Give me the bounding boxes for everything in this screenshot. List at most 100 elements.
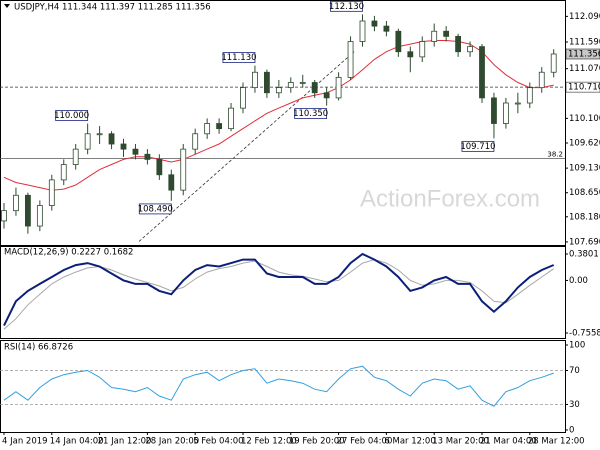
y-tick-label: 111.590: [569, 38, 600, 48]
candle-body: [323, 92, 330, 99]
candle-body: [550, 53, 557, 73]
candle-body: [204, 123, 211, 135]
candle-body: [108, 133, 115, 145]
annotation-box: [55, 110, 89, 121]
annotation-label: 108.490: [138, 204, 173, 214]
rsi-title: RSI(14) 66.8726: [4, 343, 73, 353]
candle-body: [192, 133, 199, 150]
candle-body: [347, 41, 354, 78]
candle-body: [526, 87, 533, 104]
x-tick-label: 19 Feb 20:00: [289, 437, 345, 447]
candle-body: [120, 143, 127, 150]
candle-body: [228, 107, 234, 130]
indicator-line: [3, 259, 554, 330]
y-tick-label: 112.090: [569, 12, 600, 22]
price-label-box: [565, 81, 600, 93]
candle-body: [299, 82, 306, 84]
x-tick-label: 28 Mar 12:00: [528, 437, 585, 447]
x-tick-label: 4 Jan 2019: [2, 437, 48, 447]
x-tick-label: 12 Feb 12:00: [241, 437, 297, 447]
main-frame: [0, 0, 566, 246]
candle-body: [467, 46, 473, 53]
x-tick-label: 21 Mar 04:00: [480, 437, 537, 447]
candle-body: [72, 148, 79, 165]
moving-average: [3, 40, 554, 191]
candle-body: [168, 174, 175, 191]
candle-body: [538, 71, 545, 89]
candle-body: [431, 30, 438, 42]
candle-body: [455, 35, 462, 53]
chart-title: USDJPY,H4 111.344 111.397 111.285 111.35…: [14, 3, 211, 13]
trendline: [138, 51, 355, 242]
annotation-box: [461, 140, 495, 152]
indicator-line: [3, 365, 554, 407]
annotation-label: 109.710: [460, 142, 495, 152]
candle-body: [60, 164, 67, 181]
x-tick-label: 5 Feb 04:00: [193, 437, 243, 447]
x-tick-label: 27 Feb 04:00: [337, 437, 393, 447]
annotation-box: [222, 52, 256, 63]
candle-body: [371, 20, 378, 27]
candle-body: [156, 158, 163, 176]
candle-body: [287, 82, 294, 89]
y-tick-label: 30: [569, 400, 580, 410]
watermark: ActionForex.com: [360, 185, 540, 212]
y-tick-label: 108.180: [569, 212, 600, 222]
x-tick-label: 21 Jan 12:00: [98, 437, 152, 447]
candle-body: [24, 194, 31, 227]
y-tick-label: 70: [569, 366, 580, 376]
y-tick-label: 110.100: [569, 114, 600, 124]
candle-body: [479, 46, 485, 99]
candle-body: [1, 210, 7, 222]
x-tick-label: 28 Jan 20:00: [145, 437, 199, 447]
candle-body: [383, 25, 390, 32]
menu-icon: [4, 4, 10, 8]
candle-body: [311, 82, 318, 94]
price-label-box: [565, 48, 600, 60]
annotation-label: 112.130: [329, 2, 364, 12]
macd-title: MACD(12,26,9) 0.2227 0.1682: [4, 248, 133, 258]
candle-body: [359, 20, 366, 42]
rsi-frame: [0, 340, 566, 433]
y-tick-label: 109.620: [569, 138, 600, 148]
candle-body: [180, 148, 187, 191]
candle-body: [84, 133, 91, 150]
y-tick-label: 100: [569, 340, 585, 350]
y-tick-label: 108.650: [569, 188, 600, 198]
candle-body: [395, 30, 402, 53]
candle-body: [216, 123, 223, 130]
annotation-label: 111.130: [221, 53, 256, 63]
candle-body: [275, 87, 282, 94]
candle-body: [132, 148, 139, 155]
candle-body: [48, 179, 55, 206]
x-tick-label: 14 Jan 04:00: [50, 437, 104, 447]
annotation-label: 110.000: [54, 111, 89, 121]
y-tick-label: -0.7558: [569, 328, 600, 338]
y-tick-label: 111.070: [569, 64, 600, 74]
candle-body: [263, 71, 270, 94]
y-tick-label: 107.690: [569, 237, 600, 247]
candle-body: [96, 133, 103, 136]
annotation-box: [330, 0, 363, 12]
price-label: 111.356: [568, 50, 600, 60]
y-tick-label: 0.00: [569, 276, 588, 286]
candle-body: [13, 194, 19, 212]
candle-body: [144, 153, 151, 160]
y-tick-label: 0: [569, 425, 574, 435]
x-tick-label: 13 Mar 20:00: [432, 437, 489, 447]
candle-body: [252, 71, 258, 89]
candle-body: [514, 102, 521, 105]
macd-frame: [0, 246, 566, 339]
indicator-line: [3, 252, 555, 327]
candle-body: [419, 41, 426, 58]
annotation-box: [138, 203, 172, 215]
candle-body: [335, 76, 342, 99]
fib-label: 38.2: [547, 150, 563, 158]
candle-body: [407, 51, 414, 58]
annotation-box: [294, 108, 328, 119]
price-label: 110.710: [568, 83, 600, 93]
x-tick-label: 6 Mar 12:00: [384, 437, 435, 447]
annotation-label: 110.350: [293, 109, 328, 119]
